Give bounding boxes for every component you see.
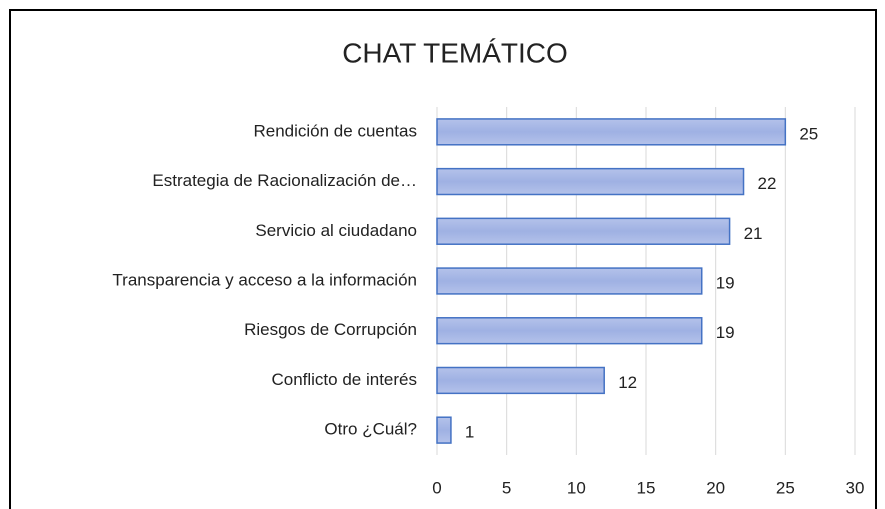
x-tick-label: 5 [502,478,511,497]
x-tick-label: 25 [776,478,795,497]
y-tick-label: Conflicto de interés [271,370,417,389]
y-tick-label: Rendición de cuentas [253,121,417,140]
bar [436,167,745,196]
bar [436,416,452,444]
x-tick-label: 20 [706,478,725,497]
data-label: 19 [716,323,735,342]
bar [436,267,703,295]
data-label: 1 [465,423,474,442]
bar [436,366,605,395]
bar [436,317,703,345]
x-tick-label: 0 [432,478,441,497]
y-tick-label: Servicio al ciudadano [255,221,417,240]
bar [436,217,731,245]
x-tick-label: 15 [637,478,656,497]
bar [436,118,787,146]
chart-title: CHAT TEMÁTICO [342,37,568,68]
data-label: 22 [758,174,777,193]
data-label: 19 [716,273,735,292]
y-tick-label: Riesgos de Corrupción [244,320,417,339]
data-label: 25 [799,124,818,143]
y-tick-label: Transparencia y acceso a la información [112,270,417,289]
frame [9,9,877,509]
data-label: 12 [618,373,637,392]
x-tick-label: 10 [567,478,586,497]
x-tick-label: 30 [846,478,865,497]
data-label: 21 [744,224,763,243]
y-tick-label: Estrategia de Racionalización de… [152,171,417,190]
y-tick-label: Otro ¿Cuál? [324,420,417,439]
